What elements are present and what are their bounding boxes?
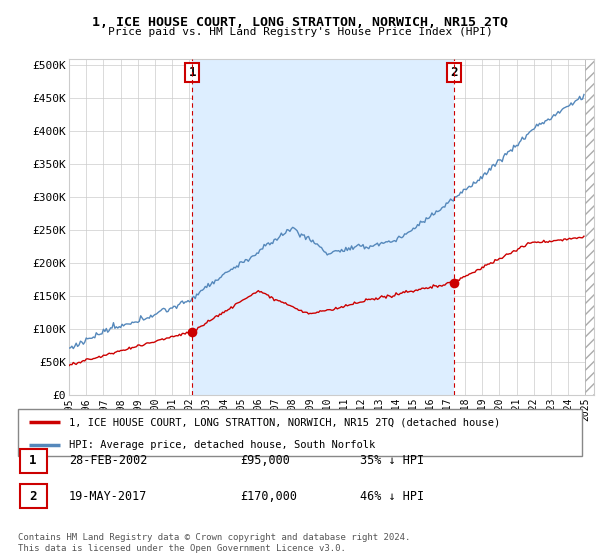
- Text: £170,000: £170,000: [240, 489, 297, 503]
- Text: 2: 2: [451, 66, 458, 79]
- Bar: [586, 59, 594, 395]
- Text: 46% ↓ HPI: 46% ↓ HPI: [360, 489, 424, 503]
- Text: 1: 1: [29, 454, 37, 468]
- Text: 19-MAY-2017: 19-MAY-2017: [69, 489, 148, 503]
- Text: 2: 2: [29, 489, 37, 503]
- Bar: [192, 59, 454, 395]
- Text: Price paid vs. HM Land Registry's House Price Index (HPI): Price paid vs. HM Land Registry's House …: [107, 27, 493, 37]
- Text: 28-FEB-2002: 28-FEB-2002: [69, 454, 148, 468]
- Text: Contains HM Land Registry data © Crown copyright and database right 2024.
This d: Contains HM Land Registry data © Crown c…: [18, 533, 410, 553]
- Text: 1, ICE HOUSE COURT, LONG STRATTON, NORWICH, NR15 2TQ: 1, ICE HOUSE COURT, LONG STRATTON, NORWI…: [92, 16, 508, 29]
- Text: 1: 1: [188, 66, 196, 79]
- Text: 1, ICE HOUSE COURT, LONG STRATTON, NORWICH, NR15 2TQ (detached house): 1, ICE HOUSE COURT, LONG STRATTON, NORWI…: [69, 417, 500, 427]
- Text: £95,000: £95,000: [240, 454, 290, 468]
- Text: HPI: Average price, detached house, South Norfolk: HPI: Average price, detached house, Sout…: [69, 440, 375, 450]
- Text: 35% ↓ HPI: 35% ↓ HPI: [360, 454, 424, 468]
